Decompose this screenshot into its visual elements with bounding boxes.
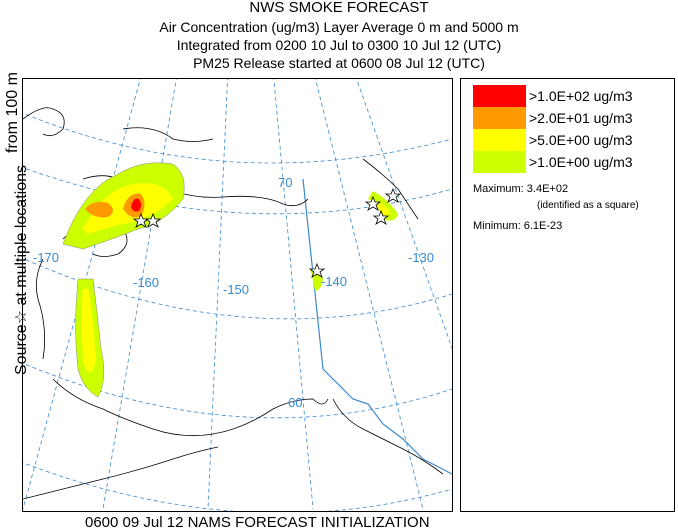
legend: >1.0E+02 ug/m3 >2.0E+01 ug/m3 >5.0E+00 u…: [460, 78, 675, 512]
legend-swatch-red: [473, 85, 526, 107]
integration-period: Integrated from 0200 10 Jul to 0300 10 J…: [176, 37, 502, 53]
minimum-value: Minimum: 6.1E-23: [473, 220, 563, 232]
lon-label-140: -140: [321, 274, 347, 289]
fire-sources: [132, 187, 402, 278]
maximum-value: Maximum: 3.4E+02: [473, 183, 569, 195]
concentration-subtitle: Air Concentration (ug/m3) Layer Average …: [159, 19, 519, 35]
legend-label-4: >1.0E+00 ug/m3: [529, 154, 633, 170]
maximum-note: (identified as a square): [537, 200, 639, 211]
lat-label-70: 70: [278, 175, 292, 190]
legend-row-4: >1.0E+00 ug/m3: [473, 151, 673, 173]
lat-label-60: 60: [288, 395, 302, 410]
smoke-plumes: [62, 162, 398, 398]
legend-label-1: >1.0E+02 ug/m3: [529, 88, 633, 104]
forecast-initialization: 0600 09 Jul 12 NAMS FORECAST INITIALIZAT…: [85, 514, 430, 531]
legend-label-3: >5.0E+00 ug/m3: [529, 132, 633, 148]
legend-swatch-yellow: [473, 129, 526, 151]
coastline: [23, 107, 444, 500]
legend-label-2: >2.0E+01 ug/m3: [529, 110, 633, 126]
lon-label-150: -150: [223, 282, 249, 297]
smoke-map: 70 60 -170 -160 -150 -140 -130: [22, 78, 453, 512]
forecast-title: NWS SMOKE FORECAST: [249, 0, 429, 16]
graticule: [23, 79, 452, 511]
release-start: PM25 Release started at 0600 08 Jul 12 (…: [193, 55, 485, 71]
lon-label-130: -130: [408, 250, 434, 265]
legend-swatch-lime: [473, 151, 526, 173]
lon-label-160: -160: [133, 275, 159, 290]
international-border: [302, 178, 452, 475]
legend-swatch-orange: [473, 107, 526, 129]
source-height-label: from 100 m: [4, 72, 21, 153]
legend-row-2: >2.0E+01 ug/m3: [473, 107, 673, 129]
legend-row-3: >5.0E+00 ug/m3: [473, 129, 673, 151]
legend-row-1: >1.0E+02 ug/m3: [473, 85, 673, 107]
lon-label-170: -170: [33, 250, 59, 265]
